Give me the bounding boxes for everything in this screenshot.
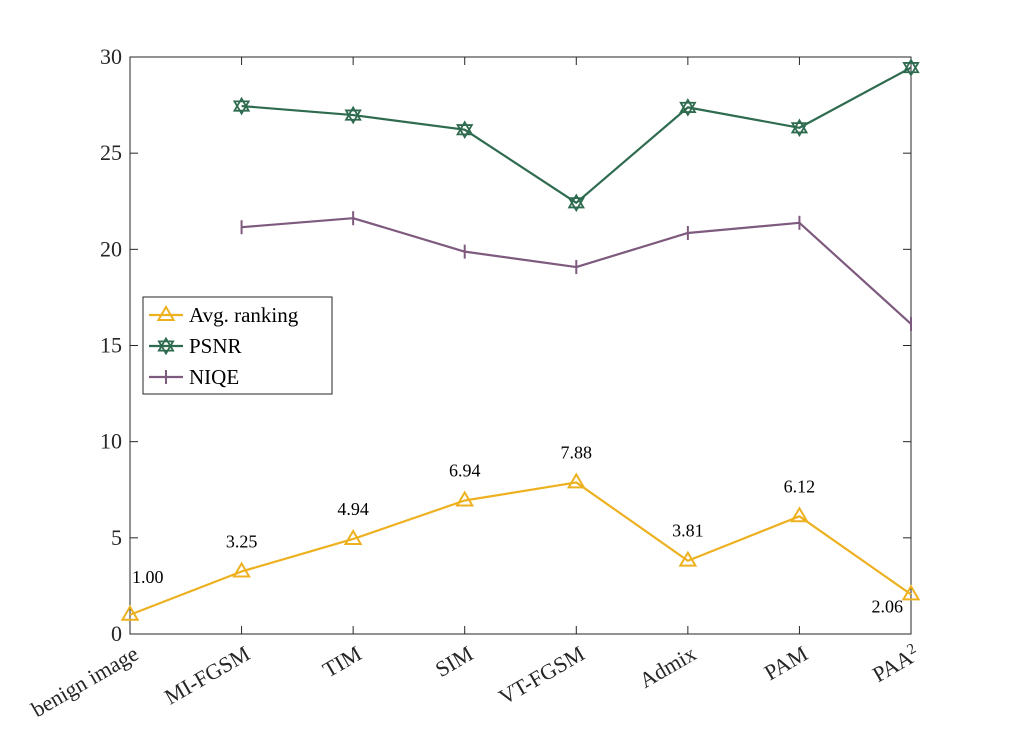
series-1 [232, 58, 920, 213]
hexagram-down [790, 122, 809, 138]
hexagram-down [456, 124, 474, 139]
data-point [232, 96, 251, 116]
x-tick-label: Admix [635, 641, 700, 693]
hexagram-down [567, 197, 585, 213]
series-line [241, 66, 912, 204]
data-point [343, 529, 363, 545]
legend-marker [156, 305, 176, 321]
y-tick-label: 5 [111, 525, 122, 550]
data-point [455, 490, 475, 507]
x-tick-label: benign image [27, 641, 143, 722]
hexagram-down [344, 109, 362, 125]
data-label: 4.94 [337, 499, 369, 519]
x-tick-label: VT-FGSM [494, 641, 588, 710]
y-tick-label: 25 [100, 140, 122, 165]
legend-item: NIQE [149, 365, 239, 389]
x-tick-label: TIM [318, 641, 365, 683]
data-point [902, 58, 920, 77]
hexagram-up [232, 96, 251, 112]
y-tick-label: 20 [100, 236, 122, 261]
hexagram-down [157, 340, 175, 356]
hexagram-up [456, 120, 474, 136]
x-tick-label: MI-FGSM [160, 641, 254, 710]
x-tick-label: PAA2 [868, 641, 923, 687]
legend-label: Avg. ranking [189, 303, 299, 327]
data-point [120, 604, 140, 621]
data-label: 1.00 [132, 567, 164, 587]
series-0 [120, 472, 921, 621]
series-line [129, 481, 912, 616]
hexagram-up [790, 118, 809, 134]
series-layer [120, 58, 921, 621]
hexagram-down [902, 62, 920, 77]
x-tick-label-superscript: 2 [905, 641, 919, 659]
hexagram-up [902, 58, 920, 74]
data-label: 2.06 [872, 596, 904, 616]
data-labels: 1.00 3.25 4.94 6.94 7.88 3.81 6.12 2.06 [132, 442, 903, 616]
data-point [679, 98, 697, 117]
data-point [790, 118, 809, 138]
data-label: 7.88 [561, 442, 593, 462]
data-point [566, 472, 586, 489]
data-point [790, 506, 809, 523]
hexagram-up [567, 193, 585, 209]
hexagram-up [679, 98, 697, 113]
data-label: 3.81 [672, 521, 704, 541]
hexagram-up [344, 105, 362, 121]
data-label: 6.94 [449, 461, 481, 481]
hexagram-down [232, 100, 251, 116]
data-point [456, 120, 474, 139]
legend-label: PSNR [189, 334, 242, 358]
y-tick-label: 0 [111, 621, 122, 646]
legend-item: PSNR [149, 334, 242, 358]
hexagram-up [157, 336, 175, 352]
data-point [344, 105, 362, 125]
data-point [567, 193, 585, 213]
y-tick-label: 30 [100, 44, 122, 69]
data-point [901, 584, 921, 601]
legend-label: NIQE [189, 365, 239, 389]
data-label: 3.25 [226, 531, 258, 551]
data-point [232, 561, 251, 578]
legend-item: Avg. ranking [149, 303, 299, 327]
y-tick-label: 15 [100, 333, 122, 358]
series-2 [240, 211, 912, 331]
data-label: 6.12 [784, 476, 816, 496]
data-point [678, 550, 698, 567]
x-tick-label: PAM [760, 641, 812, 685]
legend-marker [157, 336, 175, 356]
x-tick-label: SIM [431, 641, 477, 682]
legend: Avg. ranking PSNR NIQE [142, 296, 333, 395]
y-tick-label: 10 [100, 429, 122, 454]
hexagram-down [679, 101, 697, 117]
